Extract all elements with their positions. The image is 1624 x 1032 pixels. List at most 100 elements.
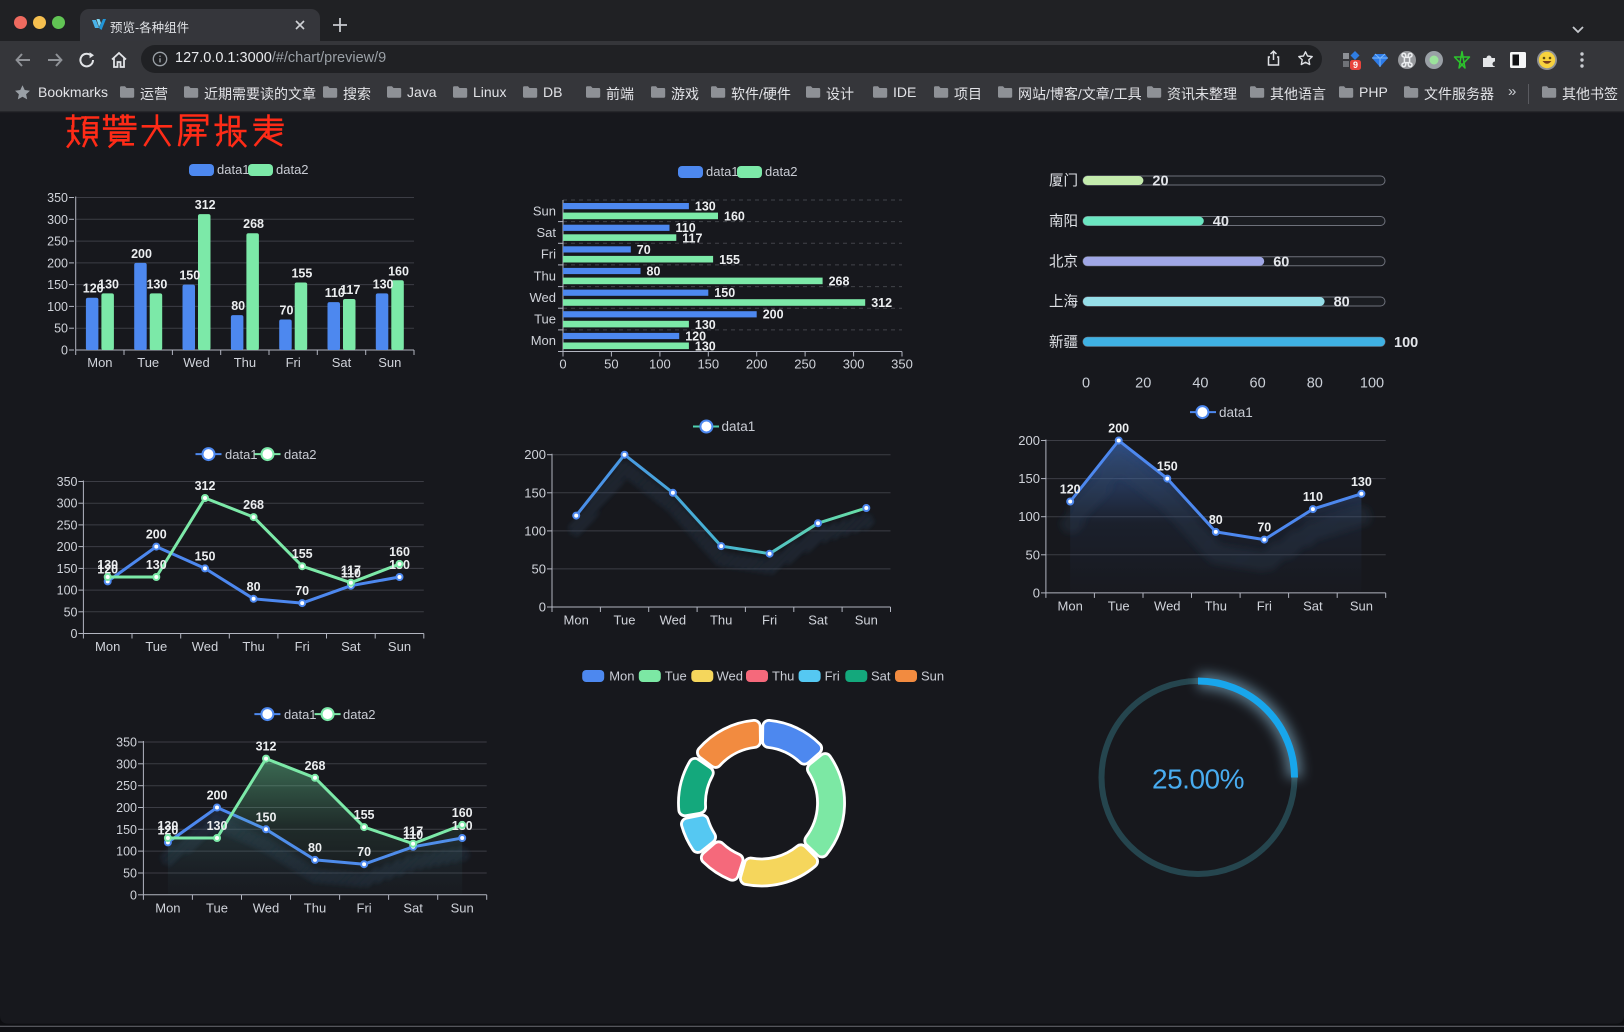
svg-text:0: 0 (71, 627, 78, 641)
svg-text:data1: data1 (706, 164, 739, 179)
svg-text:110: 110 (403, 827, 423, 841)
svg-text:Mon: Mon (564, 612, 589, 627)
svg-text:160: 160 (389, 545, 410, 559)
svg-text:Tue: Tue (534, 311, 556, 326)
svg-text:data2: data2 (343, 706, 376, 721)
svg-text:130: 130 (695, 339, 716, 353)
svg-text:200: 200 (131, 246, 152, 260)
svg-text:130: 130 (695, 317, 716, 331)
svg-text:110: 110 (325, 286, 345, 300)
svg-text:110: 110 (341, 566, 361, 580)
svg-text:200: 200 (116, 801, 137, 815)
svg-text:150: 150 (256, 810, 277, 824)
svg-text:Fri: Fri (357, 900, 372, 915)
svg-text:50: 50 (1026, 547, 1040, 562)
svg-text:60: 60 (1273, 254, 1289, 270)
svg-text:200: 200 (524, 447, 546, 462)
svg-text:Fri: Fri (762, 612, 777, 627)
svg-text:70: 70 (280, 303, 294, 317)
svg-text:250: 250 (794, 356, 816, 371)
svg-text:Thu: Thu (234, 355, 256, 370)
svg-text:130: 130 (207, 819, 228, 833)
svg-text:130: 130 (98, 277, 119, 291)
svg-text:50: 50 (54, 321, 68, 335)
svg-text:Sun: Sun (378, 355, 401, 370)
svg-text:50: 50 (64, 605, 78, 619)
svg-text:100: 100 (47, 299, 68, 313)
svg-text:80: 80 (247, 579, 261, 593)
svg-text:100: 100 (524, 523, 546, 538)
svg-text:20: 20 (1152, 173, 1168, 189)
svg-text:150: 150 (47, 278, 68, 292)
svg-text:0: 0 (130, 888, 137, 902)
svg-text:Mon: Mon (87, 355, 112, 370)
svg-text:100: 100 (57, 583, 78, 597)
svg-text:120: 120 (83, 281, 104, 295)
svg-text:120: 120 (1060, 482, 1081, 496)
svg-text:Sun: Sun (855, 612, 878, 627)
svg-text:北京: 北京 (1049, 253, 1078, 270)
svg-text:0: 0 (559, 356, 566, 371)
svg-text:150: 150 (697, 356, 719, 371)
svg-text:Sat: Sat (536, 225, 556, 240)
svg-text:data2: data2 (765, 164, 798, 179)
svg-text:80: 80 (231, 299, 245, 313)
svg-text:155: 155 (354, 808, 375, 822)
svg-text:40: 40 (1192, 375, 1208, 391)
svg-text:Sat: Sat (871, 668, 891, 683)
svg-text:Tue: Tue (1108, 598, 1130, 613)
svg-text:312: 312 (871, 296, 892, 310)
svg-text:data1: data1 (217, 162, 250, 177)
svg-text:Thu: Thu (304, 900, 326, 915)
svg-text:0: 0 (1033, 585, 1040, 600)
svg-text:268: 268 (243, 217, 264, 231)
svg-text:Sun: Sun (388, 639, 411, 654)
svg-text:350: 350 (47, 191, 68, 205)
svg-text:117: 117 (341, 563, 361, 577)
svg-text:300: 300 (47, 212, 68, 226)
svg-text:Sat: Sat (332, 355, 352, 370)
svg-text:Mon: Mon (531, 333, 556, 348)
svg-text:130: 130 (146, 277, 167, 291)
svg-text:Sun: Sun (921, 668, 944, 683)
svg-text:Fri: Fri (286, 355, 301, 370)
svg-text:300: 300 (843, 356, 865, 371)
svg-text:厦门: 厦门 (1049, 172, 1078, 189)
svg-text:40: 40 (1213, 214, 1229, 230)
svg-text:Sun: Sun (533, 203, 556, 218)
svg-text:200: 200 (1018, 433, 1040, 448)
svg-text:155: 155 (291, 266, 312, 280)
svg-text:data1: data1 (284, 706, 317, 721)
svg-text:130: 130 (97, 558, 118, 572)
svg-text:Fri: Fri (825, 668, 840, 683)
svg-text:268: 268 (829, 274, 850, 288)
svg-text:data2: data2 (284, 446, 317, 461)
svg-text:60: 60 (1250, 375, 1266, 391)
svg-text:Mon: Mon (1058, 598, 1083, 613)
svg-text:新疆: 新疆 (1049, 333, 1078, 350)
svg-text:200: 200 (47, 256, 68, 270)
svg-text:130: 130 (695, 199, 716, 213)
svg-text:200: 200 (746, 356, 768, 371)
svg-text:130: 130 (146, 558, 167, 572)
svg-text:117: 117 (682, 231, 702, 245)
svg-text:120: 120 (157, 823, 178, 837)
svg-text:Tue: Tue (145, 639, 167, 654)
svg-text:Wed: Wed (253, 900, 280, 915)
svg-text:80: 80 (1334, 294, 1350, 310)
svg-text:data1: data1 (225, 446, 258, 461)
svg-text:200: 200 (57, 540, 78, 554)
svg-text:110: 110 (1303, 490, 1323, 504)
svg-text:250: 250 (116, 779, 137, 793)
svg-text:312: 312 (195, 479, 216, 493)
svg-text:350: 350 (891, 356, 913, 371)
svg-text:160: 160 (724, 209, 745, 223)
svg-text:Wed: Wed (1154, 598, 1181, 613)
svg-text:data1: data1 (722, 419, 756, 434)
svg-text:150: 150 (1018, 471, 1040, 486)
svg-text:Tue: Tue (665, 668, 687, 683)
svg-text:Tue: Tue (137, 355, 159, 370)
svg-text:110: 110 (676, 221, 696, 235)
svg-text:80: 80 (647, 264, 661, 278)
svg-text:Sat: Sat (808, 612, 828, 627)
